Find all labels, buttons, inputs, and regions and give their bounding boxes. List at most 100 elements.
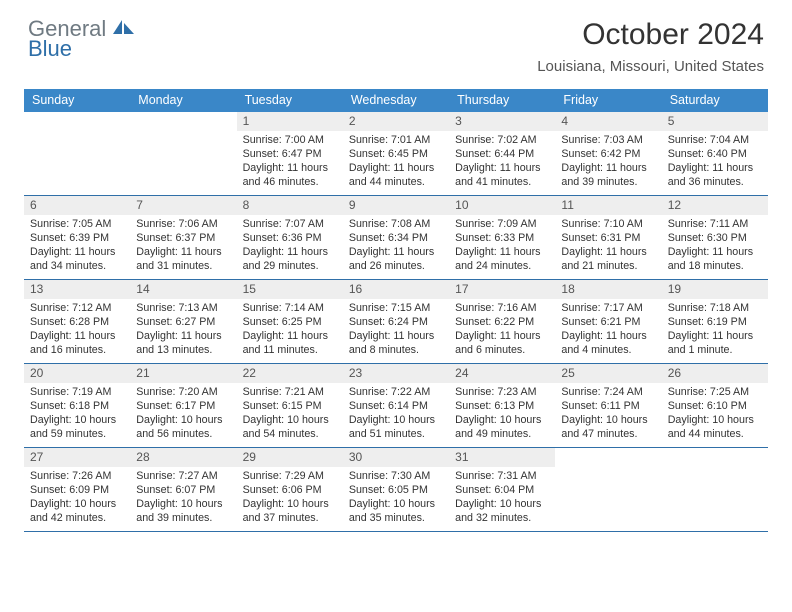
day-cell-empty [555, 448, 661, 532]
day-number: 16 [343, 280, 449, 299]
sunset-line: Sunset: 6:06 PM [243, 483, 337, 497]
sunrise-line: Sunrise: 7:02 AM [455, 133, 549, 147]
sunrise-line: Sunrise: 7:15 AM [349, 301, 443, 315]
sunset-line: Sunset: 6:15 PM [243, 399, 337, 413]
day-number: 23 [343, 364, 449, 383]
daylight-line: Daylight: 11 hours and 46 minutes. [243, 161, 337, 189]
daylight-line: Daylight: 11 hours and 13 minutes. [136, 329, 230, 357]
weekday-label: Monday [130, 89, 236, 112]
day-number: 12 [662, 196, 768, 215]
day-number: 21 [130, 364, 236, 383]
sunset-line: Sunset: 6:04 PM [455, 483, 549, 497]
day-number: 29 [237, 448, 343, 467]
day-cell: 8Sunrise: 7:07 AMSunset: 6:36 PMDaylight… [237, 196, 343, 280]
sunrise-line: Sunrise: 7:00 AM [243, 133, 337, 147]
day-cell: 22Sunrise: 7:21 AMSunset: 6:15 PMDayligh… [237, 364, 343, 448]
sunset-line: Sunset: 6:09 PM [30, 483, 124, 497]
daylight-line: Daylight: 11 hours and 11 minutes. [243, 329, 337, 357]
sunset-line: Sunset: 6:36 PM [243, 231, 337, 245]
day-body: Sunrise: 7:14 AMSunset: 6:25 PMDaylight:… [237, 299, 343, 358]
daylight-line: Daylight: 11 hours and 34 minutes. [30, 245, 124, 273]
location-subtitle: Louisiana, Missouri, United States [537, 58, 764, 75]
sunrise-line: Sunrise: 7:31 AM [455, 469, 549, 483]
logo: General Blue [28, 18, 134, 60]
day-number: 26 [662, 364, 768, 383]
sunset-line: Sunset: 6:31 PM [561, 231, 655, 245]
day-body: Sunrise: 7:05 AMSunset: 6:39 PMDaylight:… [24, 215, 130, 274]
sunrise-line: Sunrise: 7:26 AM [30, 469, 124, 483]
day-number: 6 [24, 196, 130, 215]
weekday-label: Thursday [449, 89, 555, 112]
day-cell: 23Sunrise: 7:22 AMSunset: 6:14 PMDayligh… [343, 364, 449, 448]
day-number: 27 [24, 448, 130, 467]
calendar: SundayMondayTuesdayWednesdayThursdayFrid… [24, 89, 768, 532]
week-row: 13Sunrise: 7:12 AMSunset: 6:28 PMDayligh… [24, 280, 768, 364]
day-body: Sunrise: 7:26 AMSunset: 6:09 PMDaylight:… [24, 467, 130, 526]
day-number: 8 [237, 196, 343, 215]
day-cell: 3Sunrise: 7:02 AMSunset: 6:44 PMDaylight… [449, 112, 555, 196]
week-row: 6Sunrise: 7:05 AMSunset: 6:39 PMDaylight… [24, 196, 768, 280]
sunrise-line: Sunrise: 7:05 AM [30, 217, 124, 231]
day-number: 25 [555, 364, 661, 383]
day-cell: 16Sunrise: 7:15 AMSunset: 6:24 PMDayligh… [343, 280, 449, 364]
page-title: October 2024 [537, 18, 764, 52]
sunrise-line: Sunrise: 7:06 AM [136, 217, 230, 231]
day-cell: 12Sunrise: 7:11 AMSunset: 6:30 PMDayligh… [662, 196, 768, 280]
sunrise-line: Sunrise: 7:13 AM [136, 301, 230, 315]
day-body: Sunrise: 7:04 AMSunset: 6:40 PMDaylight:… [662, 131, 768, 190]
daylight-line: Daylight: 10 hours and 49 minutes. [455, 413, 549, 441]
daylight-line: Daylight: 10 hours and 32 minutes. [455, 497, 549, 525]
day-cell: 13Sunrise: 7:12 AMSunset: 6:28 PMDayligh… [24, 280, 130, 364]
week-row: 27Sunrise: 7:26 AMSunset: 6:09 PMDayligh… [24, 448, 768, 532]
daylight-line: Daylight: 11 hours and 26 minutes. [349, 245, 443, 273]
sunset-line: Sunset: 6:42 PM [561, 147, 655, 161]
logo-text: General Blue [28, 18, 134, 60]
sunset-line: Sunset: 6:10 PM [668, 399, 762, 413]
weekday-label: Saturday [662, 89, 768, 112]
day-body: Sunrise: 7:31 AMSunset: 6:04 PMDaylight:… [449, 467, 555, 526]
day-number: 5 [662, 112, 768, 131]
sunrise-line: Sunrise: 7:29 AM [243, 469, 337, 483]
day-number: 4 [555, 112, 661, 131]
sunrise-line: Sunrise: 7:24 AM [561, 385, 655, 399]
day-cell: 20Sunrise: 7:19 AMSunset: 6:18 PMDayligh… [24, 364, 130, 448]
sunrise-line: Sunrise: 7:21 AM [243, 385, 337, 399]
day-cell: 14Sunrise: 7:13 AMSunset: 6:27 PMDayligh… [130, 280, 236, 364]
day-cell: 25Sunrise: 7:24 AMSunset: 6:11 PMDayligh… [555, 364, 661, 448]
weekday-label: Friday [555, 89, 661, 112]
day-cell: 2Sunrise: 7:01 AMSunset: 6:45 PMDaylight… [343, 112, 449, 196]
sunrise-line: Sunrise: 7:30 AM [349, 469, 443, 483]
day-number: 3 [449, 112, 555, 131]
day-cell: 26Sunrise: 7:25 AMSunset: 6:10 PMDayligh… [662, 364, 768, 448]
sunrise-line: Sunrise: 7:14 AM [243, 301, 337, 315]
day-number: 20 [24, 364, 130, 383]
day-body: Sunrise: 7:22 AMSunset: 6:14 PMDaylight:… [343, 383, 449, 442]
sunset-line: Sunset: 6:28 PM [30, 315, 124, 329]
daylight-line: Daylight: 11 hours and 36 minutes. [668, 161, 762, 189]
daylight-line: Daylight: 11 hours and 8 minutes. [349, 329, 443, 357]
daylight-line: Daylight: 10 hours and 47 minutes. [561, 413, 655, 441]
day-cell: 7Sunrise: 7:06 AMSunset: 6:37 PMDaylight… [130, 196, 236, 280]
day-body: Sunrise: 7:07 AMSunset: 6:36 PMDaylight:… [237, 215, 343, 274]
daylight-line: Daylight: 11 hours and 41 minutes. [455, 161, 549, 189]
daylight-line: Daylight: 11 hours and 1 minute. [668, 329, 762, 357]
sunset-line: Sunset: 6:07 PM [136, 483, 230, 497]
header: General Blue October 2024 Louisiana, Mis… [0, 0, 792, 79]
day-body: Sunrise: 7:21 AMSunset: 6:15 PMDaylight:… [237, 383, 343, 442]
day-cell: 1Sunrise: 7:00 AMSunset: 6:47 PMDaylight… [237, 112, 343, 196]
day-body: Sunrise: 7:30 AMSunset: 6:05 PMDaylight:… [343, 467, 449, 526]
sunset-line: Sunset: 6:17 PM [136, 399, 230, 413]
daylight-line: Daylight: 11 hours and 29 minutes. [243, 245, 337, 273]
sunrise-line: Sunrise: 7:04 AM [668, 133, 762, 147]
day-number: 14 [130, 280, 236, 299]
day-number: 2 [343, 112, 449, 131]
day-body: Sunrise: 7:02 AMSunset: 6:44 PMDaylight:… [449, 131, 555, 190]
daylight-line: Daylight: 11 hours and 39 minutes. [561, 161, 655, 189]
daylight-line: Daylight: 10 hours and 39 minutes. [136, 497, 230, 525]
day-body: Sunrise: 7:23 AMSunset: 6:13 PMDaylight:… [449, 383, 555, 442]
weekday-label: Sunday [24, 89, 130, 112]
day-number: 30 [343, 448, 449, 467]
sunrise-line: Sunrise: 7:17 AM [561, 301, 655, 315]
day-number: 18 [555, 280, 661, 299]
day-cell: 10Sunrise: 7:09 AMSunset: 6:33 PMDayligh… [449, 196, 555, 280]
